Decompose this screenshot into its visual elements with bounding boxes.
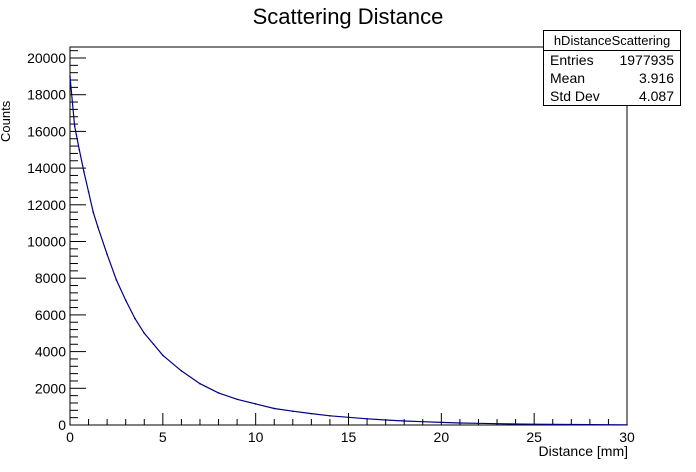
x-tick-label: 15 bbox=[341, 429, 357, 445]
data-point bbox=[143, 332, 146, 335]
data-point bbox=[180, 370, 183, 372]
data-point bbox=[87, 191, 90, 193]
stats-row-mean: Mean 3.916 bbox=[544, 69, 680, 87]
data-point bbox=[403, 420, 406, 422]
data-point bbox=[124, 299, 127, 302]
data-point bbox=[310, 412, 313, 415]
data-point bbox=[273, 407, 276, 410]
data-point bbox=[421, 420, 424, 423]
data-point bbox=[459, 422, 461, 424]
data-point bbox=[384, 419, 387, 421]
stats-value: 4.087 bbox=[638, 88, 674, 104]
stats-row-stddev: Std Dev 4.087 bbox=[544, 87, 680, 105]
data-point bbox=[134, 317, 136, 320]
stats-label: Entries bbox=[550, 52, 594, 68]
data-point bbox=[78, 148, 81, 151]
y-tick-label: 4000 bbox=[35, 344, 66, 360]
stats-value: 1977935 bbox=[619, 52, 674, 68]
stats-row-entries: Entries 1977935 bbox=[544, 51, 680, 69]
y-tick-label: 8000 bbox=[35, 270, 66, 286]
data-point bbox=[217, 392, 220, 394]
data-point bbox=[329, 415, 331, 417]
data-point bbox=[254, 403, 257, 405]
stats-box: hDistanceScattering Entries 1977935 Mean… bbox=[543, 30, 681, 106]
y-tick-label: 20000 bbox=[27, 50, 66, 66]
chart-title: Scattering Distance bbox=[252, 4, 444, 29]
stats-name: hDistanceScattering bbox=[544, 31, 680, 51]
data-point bbox=[514, 423, 517, 425]
y-tick-label: 18000 bbox=[27, 87, 66, 103]
data-point bbox=[199, 382, 201, 385]
data-point bbox=[347, 416, 350, 419]
stats-label: Std Dev bbox=[550, 88, 600, 104]
data-point bbox=[366, 417, 368, 420]
y-axis-label: Counts bbox=[0, 100, 13, 142]
data-point bbox=[607, 423, 610, 426]
y-tick-label: 12000 bbox=[27, 197, 66, 213]
data-point bbox=[236, 398, 238, 401]
axis-tick-labels: 0 5 10 15 20 25 30 0 2000 4000 6000 8000 10000 12000 1… bbox=[27, 50, 635, 445]
data-point bbox=[533, 423, 535, 425]
y-tick-label: 14000 bbox=[27, 160, 66, 176]
stats-label: Mean bbox=[550, 70, 586, 86]
y-tick-label: 2000 bbox=[35, 380, 66, 396]
x-tick-label: 0 bbox=[66, 429, 74, 445]
series-points bbox=[69, 75, 628, 426]
x-axis-label: Distance [mm] bbox=[538, 443, 628, 459]
data-point bbox=[92, 211, 95, 213]
data-point bbox=[83, 170, 85, 173]
data-point bbox=[115, 279, 118, 281]
series-line bbox=[69, 76, 628, 426]
data-point bbox=[97, 226, 99, 228]
data-point bbox=[626, 423, 628, 426]
y-tick-label: 10000 bbox=[27, 234, 66, 250]
x-tick-label: 30 bbox=[619, 429, 635, 445]
stats-value: 3.916 bbox=[638, 70, 674, 86]
x-tick-label: 5 bbox=[159, 429, 167, 445]
data-point bbox=[440, 421, 443, 424]
y-tick-label: 16000 bbox=[27, 123, 66, 139]
x-tick-label: 25 bbox=[526, 429, 542, 445]
x-tick-label: 10 bbox=[248, 429, 264, 445]
data-point bbox=[551, 423, 554, 426]
data-point bbox=[69, 75, 71, 78]
data-point bbox=[106, 253, 108, 256]
data-point bbox=[73, 125, 76, 127]
y-tick-label: 0 bbox=[58, 417, 66, 433]
data-point bbox=[496, 422, 498, 425]
data-point bbox=[162, 354, 164, 357]
data-point bbox=[589, 423, 591, 426]
x-tick-label: 20 bbox=[434, 429, 450, 445]
y-tick-label: 6000 bbox=[35, 307, 66, 323]
data-point bbox=[570, 423, 573, 426]
axis-ticks bbox=[69, 50, 628, 426]
data-point bbox=[292, 410, 294, 413]
y-axis-label-wrap: Counts bbox=[0, 94, 13, 154]
data-point bbox=[152, 343, 155, 346]
data-point bbox=[477, 422, 480, 425]
